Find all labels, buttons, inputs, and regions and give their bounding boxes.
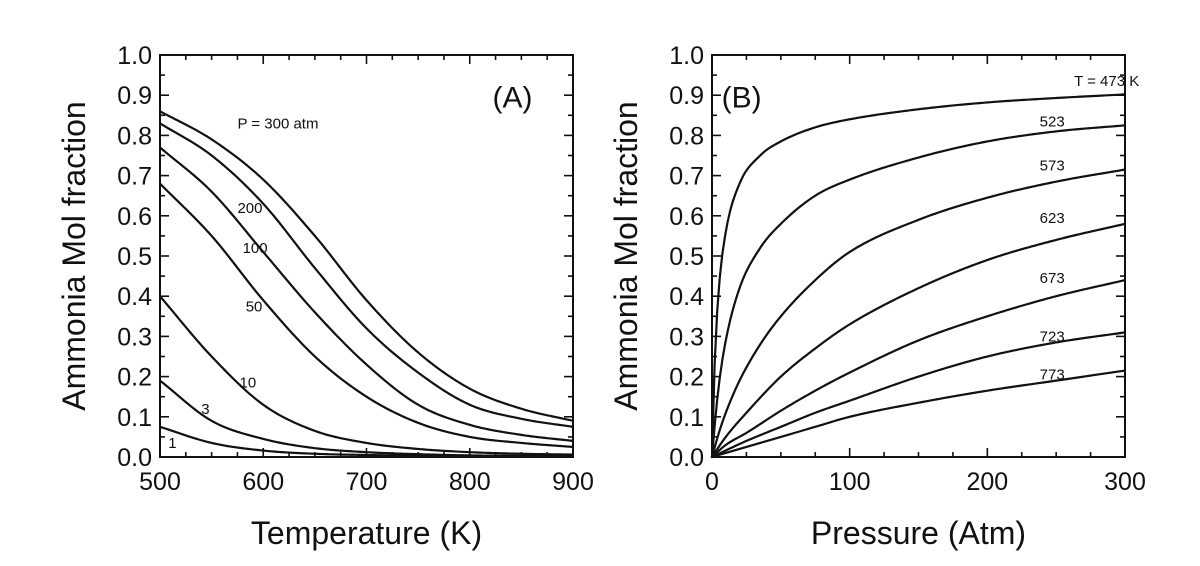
y-tick-label: 0.9 — [117, 82, 152, 110]
series-line-a-4 — [158, 295, 575, 456]
y-tick-label: 0.3 — [117, 323, 152, 351]
series-label-a-2: 100 — [243, 240, 268, 257]
y-tick-label: 0.3 — [669, 323, 704, 351]
x-tick-label: 700 — [346, 468, 388, 496]
y-tick-label: 0.0 — [669, 444, 704, 472]
y-tick-label: 0.6 — [669, 203, 704, 231]
series-label-a-5: 3 — [201, 401, 209, 418]
panel-label: (A) — [492, 81, 532, 114]
panel-label: (B) — [722, 81, 762, 114]
x-tick-label: 900 — [552, 468, 594, 496]
y-tick-label: 0.8 — [669, 122, 704, 150]
x-tick-label: 500 — [139, 468, 181, 496]
y-tick-label: 1.0 — [117, 42, 152, 70]
series-label-b-6: 773 — [1040, 367, 1065, 384]
x-tick-label: 300 — [1104, 468, 1146, 496]
series-label-b-3: 623 — [1040, 210, 1065, 227]
series-label-b-4: 673 — [1040, 270, 1065, 287]
y-tick-label: 0.7 — [669, 163, 704, 191]
series-line-a-3 — [158, 182, 575, 449]
plot-frame — [711, 54, 1126, 458]
x-tick-label: 800 — [449, 468, 491, 496]
y-tick-label: 0.4 — [117, 283, 152, 311]
y-tick-label: 0.8 — [117, 122, 152, 150]
series-line-a-0 — [158, 110, 575, 422]
y-axis-title: Ammonia Mol fraction — [608, 101, 644, 410]
series-label-a-6: 1 — [168, 435, 176, 452]
y-tick-label: 0.6 — [117, 203, 152, 231]
series-label-a-1: 200 — [237, 200, 262, 217]
y-tick-label: 0.9 — [669, 82, 704, 110]
y-tick-label: 0.5 — [117, 243, 152, 271]
y-axis-title: Ammonia Mol fraction — [56, 101, 92, 410]
x-tick-label: 200 — [966, 468, 1008, 496]
series-label-a-4: 10 — [240, 375, 257, 392]
y-tick-label: 1.0 — [669, 42, 704, 70]
series-line-b-3 — [710, 222, 1127, 459]
y-tick-label: 0.2 — [669, 364, 704, 392]
series-line-b-4 — [710, 279, 1127, 459]
x-tick-label: 600 — [242, 468, 284, 496]
y-tick-label: 0.2 — [117, 364, 152, 392]
x-tick-label: 100 — [829, 468, 871, 496]
series-label-a-0: P = 300 atm — [237, 115, 318, 132]
series-line-b-1 — [710, 124, 1127, 459]
series-line-b-0 — [710, 93, 1127, 459]
panel-b-pressure-chart: 0 100 200 300 0.0 0.1 0.2 0.3 0.4 0.5 0.6 0.7 0.8 0.9… — [608, 42, 1146, 551]
series-label-b-1: 523 — [1040, 113, 1065, 130]
x-axis-title: Pressure (Atm) — [811, 515, 1026, 551]
y-tick-label: 0.0 — [117, 444, 152, 472]
series-line-a-1 — [158, 122, 575, 428]
series-line-b-5 — [710, 331, 1127, 459]
x-axis-title: Temperature (K) — [251, 515, 482, 551]
series-label-b-0: T = 473 K — [1074, 73, 1139, 90]
plot-frame — [159, 54, 574, 458]
y-tick-label: 0.5 — [669, 243, 704, 271]
y-tick-label: 0.4 — [669, 283, 704, 311]
series-label-b-5: 723 — [1040, 328, 1065, 345]
x-tick-label: 0 — [705, 468, 719, 496]
y-tick-label: 0.1 — [669, 404, 704, 432]
series-label-b-2: 573 — [1040, 158, 1065, 175]
series-line-b-2 — [710, 168, 1127, 459]
y-tick-label: 0.1 — [117, 404, 152, 432]
series-label-a-3: 50 — [246, 298, 263, 315]
series-line-a-2 — [158, 146, 575, 443]
series-line-b-6 — [710, 369, 1127, 459]
panel-a-temperature-chart: 500 600 700 800 900 0.0 0.1 0.2 0.3 0.4 0.5 0.6 0.7 0… — [56, 42, 594, 551]
y-tick-label: 0.7 — [117, 163, 152, 191]
